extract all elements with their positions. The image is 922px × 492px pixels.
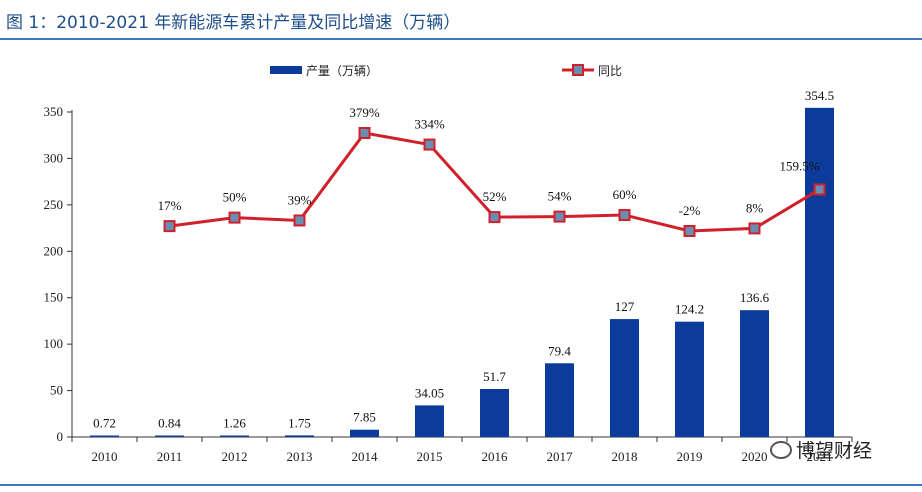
watermark: 博望财经 bbox=[770, 436, 872, 463]
growth-point bbox=[813, 183, 826, 196]
x-tick-label: 2016 bbox=[482, 449, 509, 464]
growth-value-label: 379% bbox=[349, 105, 380, 120]
bar bbox=[805, 107, 834, 438]
growth-value-label: 39% bbox=[288, 192, 312, 207]
bar-value-label: 136.6 bbox=[740, 290, 770, 305]
bottom-divider bbox=[0, 484, 922, 486]
x-tick-label: 2011 bbox=[157, 449, 183, 464]
watermark-text: 博望财经 bbox=[796, 440, 873, 462]
growth-point bbox=[618, 209, 631, 222]
bar bbox=[350, 429, 379, 437]
bar-value-label: 0.72 bbox=[93, 416, 116, 431]
x-tick-label: 2017 bbox=[547, 449, 574, 464]
growth-point bbox=[423, 138, 436, 151]
growth-value-label: 52% bbox=[483, 189, 507, 204]
bar bbox=[610, 319, 639, 437]
bar-value-label: 79.4 bbox=[548, 343, 571, 358]
wechat-icon bbox=[770, 441, 792, 459]
bar bbox=[675, 321, 704, 437]
x-tick-label: 2014 bbox=[352, 449, 379, 464]
bar-value-label: 1.26 bbox=[223, 416, 246, 431]
growth-value-label: 54% bbox=[548, 189, 572, 204]
bar-value-label: 127 bbox=[615, 299, 635, 314]
growth-point bbox=[553, 210, 566, 223]
y-tick-label: 50 bbox=[50, 383, 63, 398]
y-tick-label: 200 bbox=[44, 243, 64, 258]
y-tick-label: 0 bbox=[57, 429, 64, 444]
bar-value-label: 124.2 bbox=[675, 302, 704, 317]
y-tick-label: 250 bbox=[44, 197, 64, 212]
x-tick-label: 2018 bbox=[612, 449, 638, 464]
growth-value-label: 50% bbox=[223, 190, 247, 205]
x-tick-label: 2019 bbox=[677, 449, 703, 464]
bar-value-label: 51.7 bbox=[483, 369, 506, 384]
bar-value-label: 0.84 bbox=[158, 416, 181, 431]
growth-point bbox=[163, 220, 176, 233]
y-tick-label: 100 bbox=[44, 336, 64, 351]
bar bbox=[90, 435, 119, 437]
growth-value-label: 60% bbox=[613, 187, 637, 202]
growth-value-label: -2% bbox=[679, 203, 701, 218]
x-tick-label: 2020 bbox=[742, 449, 768, 464]
growth-point bbox=[748, 222, 761, 235]
bar-value-label: 34.05 bbox=[415, 385, 444, 400]
x-tick-label: 2021 bbox=[807, 449, 833, 464]
growth-point bbox=[228, 211, 241, 224]
x-tick-label: 2010 bbox=[92, 449, 118, 464]
growth-point bbox=[358, 127, 371, 139]
growth-value-label: 334% bbox=[414, 117, 445, 132]
x-tick-label: 2015 bbox=[417, 449, 443, 464]
legend-bar-swatch bbox=[270, 66, 302, 74]
y-tick-label: 300 bbox=[44, 150, 64, 165]
bar-value-label: 354.5 bbox=[805, 88, 834, 103]
bar bbox=[545, 363, 574, 437]
growth-value-label: 17% bbox=[158, 198, 182, 213]
growth-point bbox=[293, 214, 306, 227]
bar bbox=[740, 310, 769, 437]
figure-title: 图 1：2010-2021 年新能源车累计产量及同比增速（万辆） bbox=[6, 13, 461, 33]
bar bbox=[220, 435, 249, 437]
bar bbox=[415, 405, 444, 437]
bar-value-label: 1.75 bbox=[288, 415, 311, 430]
growth-value-label: 8% bbox=[746, 200, 764, 215]
growth-point bbox=[683, 225, 696, 237]
x-tick-label: 2013 bbox=[287, 449, 313, 464]
growth-point bbox=[488, 211, 501, 224]
bar bbox=[285, 435, 314, 437]
title-divider bbox=[0, 38, 922, 40]
bar bbox=[155, 435, 184, 437]
bar bbox=[480, 388, 509, 437]
y-tick-label: 350 bbox=[44, 104, 64, 119]
legend-line-label: 同比 bbox=[598, 64, 622, 78]
x-tick-label: 2012 bbox=[222, 449, 248, 464]
legend-line-marker bbox=[572, 64, 584, 76]
bar-value-label: 7.85 bbox=[353, 410, 376, 425]
y-tick-label: 150 bbox=[44, 290, 64, 305]
legend-bar-label: 产量（万辆） bbox=[306, 64, 378, 78]
growth-value-label: 159.5% bbox=[779, 158, 819, 173]
